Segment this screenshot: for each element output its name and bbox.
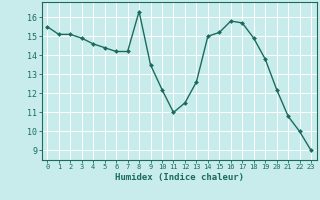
X-axis label: Humidex (Indice chaleur): Humidex (Indice chaleur) [115, 173, 244, 182]
